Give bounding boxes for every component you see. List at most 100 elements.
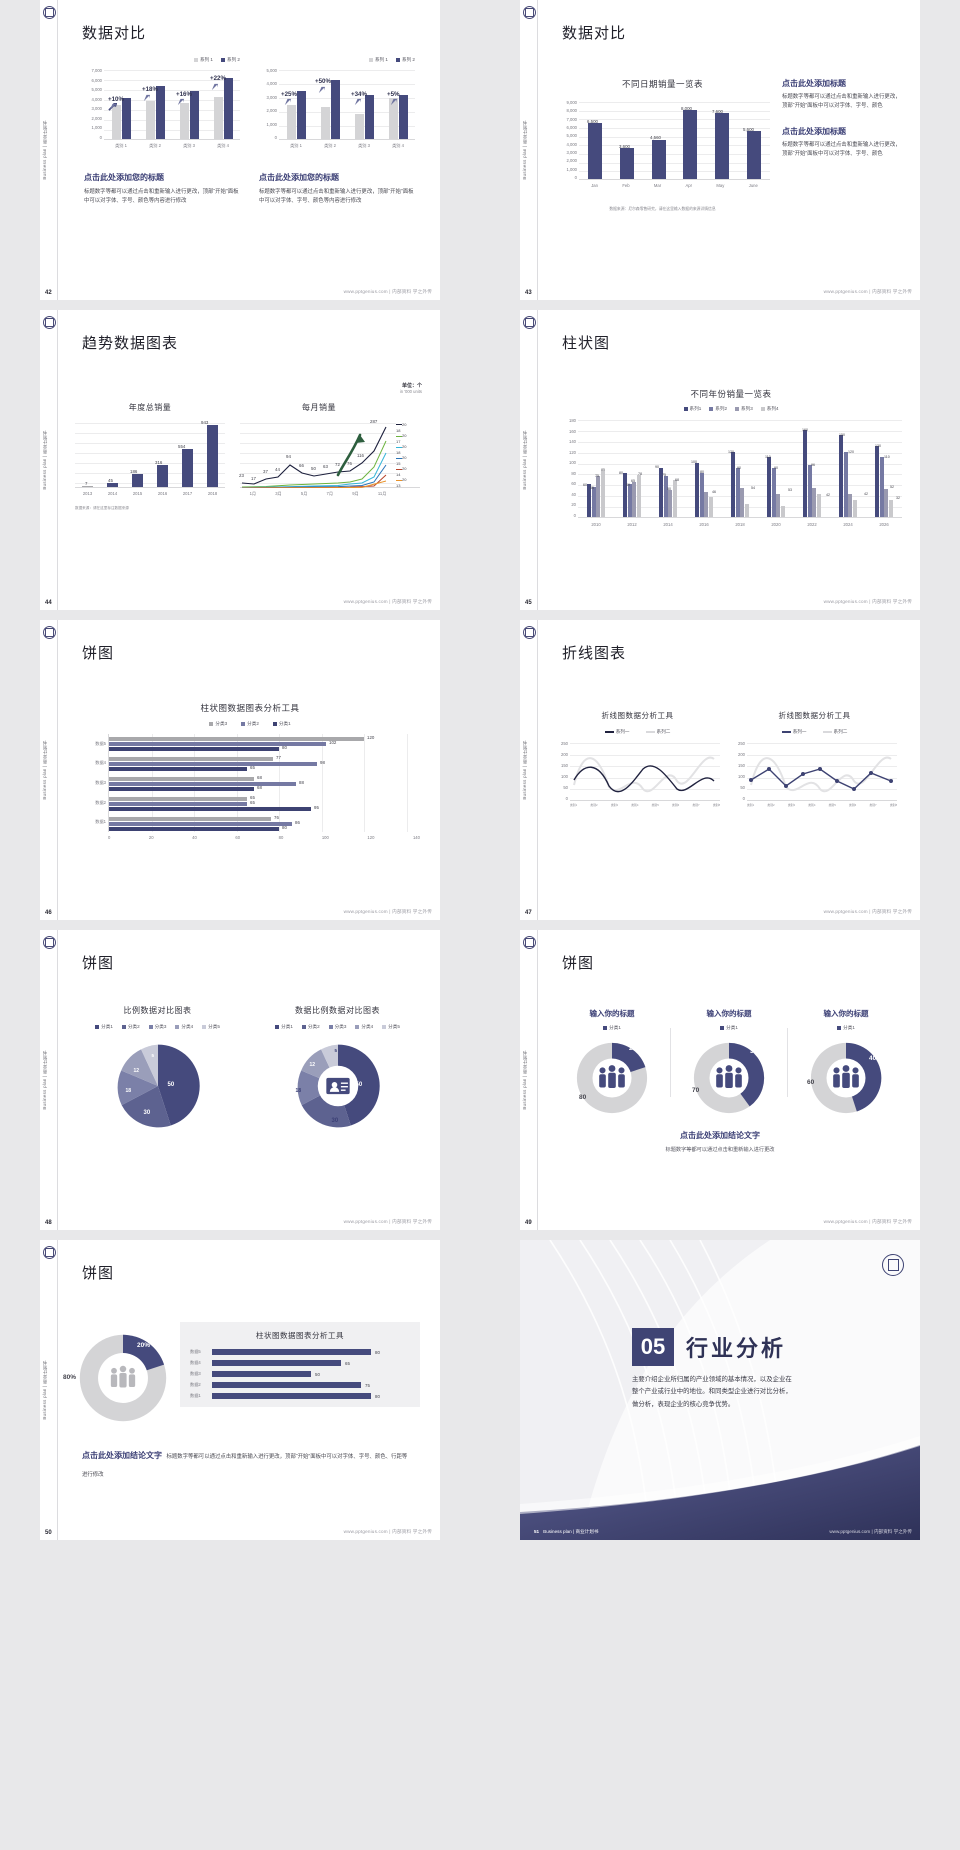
chart-legend: 系列一 系列二 bbox=[732, 729, 897, 735]
y-tick: 50 bbox=[563, 785, 568, 790]
page-number: 51 bbox=[534, 1529, 540, 1534]
bar-value: 8,000 bbox=[681, 106, 692, 111]
x-tick: 类别4 bbox=[631, 803, 639, 807]
slide-50[interactable]: Business plan | 商业计划书 饼图 20% 80% 柱状图 bbox=[40, 1240, 440, 1540]
donut-label: 30 bbox=[331, 1118, 339, 1124]
chart-title: 输入你的标题 bbox=[823, 1009, 869, 1018]
y-tick: 数据2 bbox=[95, 799, 106, 805]
y-tick: 4,000 bbox=[91, 96, 102, 102]
slide-footer: www.pptgenius.com | 内部资料 学之外传 bbox=[823, 909, 912, 914]
y-tick: 7,000 bbox=[91, 68, 102, 73]
bar-value: 5,600 bbox=[743, 127, 754, 132]
x-tick: 类别1 bbox=[570, 803, 578, 807]
x-tick: 2014 bbox=[663, 522, 673, 527]
bar-value: 316 bbox=[155, 460, 163, 465]
chart-legend: 系列 1 系列 2 bbox=[193, 57, 240, 63]
x-tick: 2018 bbox=[207, 491, 218, 496]
side-label: Business plan | 商业计划书 bbox=[522, 120, 527, 180]
x-tick: Jan bbox=[591, 183, 598, 188]
y-tick: 3,000 bbox=[566, 149, 577, 155]
y-tick: 0 bbox=[573, 512, 576, 518]
x-tick: 类别 3 bbox=[358, 143, 370, 148]
x-tick: 11月 bbox=[377, 491, 387, 496]
annotation: +25% bbox=[281, 91, 297, 98]
chart-s43: 不同日期销量一览表 9,000 8,000 7,000 6,000 5,000 … bbox=[555, 78, 770, 212]
chart-title: 年度总销量 bbox=[128, 403, 172, 412]
background-decoration bbox=[520, 1240, 920, 1540]
y-tick: 3,000 bbox=[91, 106, 102, 112]
x-tick: 40 bbox=[192, 835, 197, 840]
section-number: 05 bbox=[632, 1328, 674, 1366]
slide-footer: www.pptgenius.com | 内部资料 学之外传 bbox=[829, 1529, 912, 1534]
x-tick: 类别3 bbox=[610, 803, 618, 807]
bar-value: 554 bbox=[178, 444, 186, 449]
person-card-icon bbox=[325, 1077, 350, 1095]
donut-label: 20% bbox=[137, 1342, 151, 1349]
y-tick: 5,000 bbox=[266, 68, 277, 73]
donut-block-1: 输入你的标题 分类1 20 80 bbox=[554, 1008, 670, 1117]
bar-value: 98 bbox=[320, 760, 325, 765]
chart-s48-right: 数据比例数据对比图表 分类1 分类2 分类3 分类4 分类5 bbox=[250, 1005, 425, 1132]
chart-legend: 分类1 分类2 分类3 分类4 分类5 bbox=[70, 1024, 245, 1030]
page-title: 数据对比 bbox=[562, 25, 627, 42]
legend-item: 系列2 bbox=[709, 406, 727, 412]
chart-legend: 系列1 系列2 系列3 系列4 bbox=[560, 406, 902, 412]
slide-left-rail: Business plan | 商业计划书 bbox=[520, 620, 538, 920]
y-tick: 200 bbox=[738, 752, 745, 757]
bar-value: 68 bbox=[257, 785, 262, 790]
legend-item: 系列4 bbox=[760, 406, 779, 412]
legend-item: 分类3 bbox=[148, 1024, 166, 1030]
page-title: 饼图 bbox=[562, 955, 595, 972]
pie-label: 50 bbox=[167, 1082, 175, 1088]
y-tick: 120 bbox=[569, 449, 576, 455]
y-tick: 5,000 bbox=[91, 87, 102, 93]
x-tick: 2016 bbox=[157, 491, 168, 496]
slide-51[interactable]: 05 行业分析 主要介绍企业所归属的产业领域的基本情况，以及企业在整个产业或行业… bbox=[520, 1240, 920, 1540]
donut-label: 70 bbox=[692, 1087, 700, 1094]
bar-value: 65 bbox=[250, 800, 255, 805]
conclusion-heading: 点击此处添加结论文字 bbox=[82, 1451, 162, 1460]
chart-legend: 分类3 分类2 分类1 bbox=[80, 721, 420, 727]
slide-48[interactable]: Business plan | 商业计划书 饼图 比例数据对比图表 分类1 分类… bbox=[40, 930, 440, 1230]
annotation: +50% bbox=[315, 78, 331, 85]
donut-chart bbox=[297, 1044, 380, 1128]
slide-46[interactable]: Business plan | 商业计划书 饼图 柱状图数据图表分析工具 分类3… bbox=[40, 620, 440, 920]
brand-logo-icon bbox=[43, 316, 56, 329]
chart-legend: 系列一 系列二 bbox=[555, 729, 720, 735]
y-tick: 100 bbox=[738, 774, 745, 779]
chart-s48-left: 比例数据对比图表 分类1 分类2 分类3 分类4 分类5 50 30 18 bbox=[70, 1005, 245, 1132]
slide-43[interactable]: Business plan | 商业计划书 数据对比 不同日期销量一览表 9,0… bbox=[520, 0, 920, 300]
page-number: 43 bbox=[525, 290, 532, 296]
block-heading: 点击此处添加标题 bbox=[782, 126, 846, 136]
slide-footer: www.pptgenius.com | 内部资料 学之外传 bbox=[823, 289, 912, 294]
chart-s50-bars: 柱状图数据图表分析工具 数据5 80 数据4 65 数据3 50 bbox=[180, 1322, 420, 1407]
chart-title: 不同日期销量一览表 bbox=[621, 79, 703, 89]
chart-s47-left: 折线图数据分析工具 系列一 系列二 250 200 150 100 50 0 bbox=[555, 710, 720, 813]
slide-49[interactable]: Business plan | 商业计划书 饼图 输入你的标题 分类1 bbox=[520, 930, 920, 1230]
bar-value: 65 bbox=[250, 765, 255, 770]
bar-value: 186 bbox=[130, 469, 138, 474]
slide-42[interactable]: Business plan | 商业计划书 数据对比 系列 1 系列 2 7,0… bbox=[40, 0, 440, 300]
x-tick: 类别 4 bbox=[217, 143, 229, 148]
x-tick: 60 bbox=[235, 835, 241, 840]
x-tick: 100 bbox=[321, 835, 329, 840]
conclusion-body: 标题数字等都可以通过点击和重新输入进行更改 bbox=[665, 1147, 775, 1153]
pie-chart bbox=[117, 1044, 200, 1128]
page-number: 44 bbox=[45, 600, 52, 606]
page-title: 饼图 bbox=[82, 645, 115, 662]
y-tick: 1,000 bbox=[566, 166, 577, 172]
annotation: +34% bbox=[351, 91, 367, 98]
legend-item: 系列3 bbox=[735, 406, 753, 412]
slide-44[interactable]: Business plan | 商业计划书 趋势数据图表 单位：个 in '00… bbox=[40, 310, 440, 610]
page-number: 48 bbox=[45, 1220, 52, 1226]
chart-title: 数据比例数据对比图表 bbox=[295, 1006, 380, 1015]
brand-logo-icon bbox=[43, 626, 56, 639]
slide-45[interactable]: Business plan | 商业计划书 柱状图 不同年份销量一览表 系列1 … bbox=[520, 310, 920, 610]
up-arrow-icon bbox=[284, 98, 292, 106]
slide-47[interactable]: Business plan | 商业计划书 折线图表 折线图数据分析工具 系列一… bbox=[520, 620, 920, 920]
bar-value: 80 bbox=[282, 825, 287, 830]
y-tick: 150 bbox=[738, 763, 745, 768]
slide-left-rail: Business plan | 商业计划书 bbox=[40, 1240, 58, 1540]
brand-logo-icon bbox=[523, 6, 536, 19]
donut-label: 40 bbox=[869, 1055, 877, 1062]
